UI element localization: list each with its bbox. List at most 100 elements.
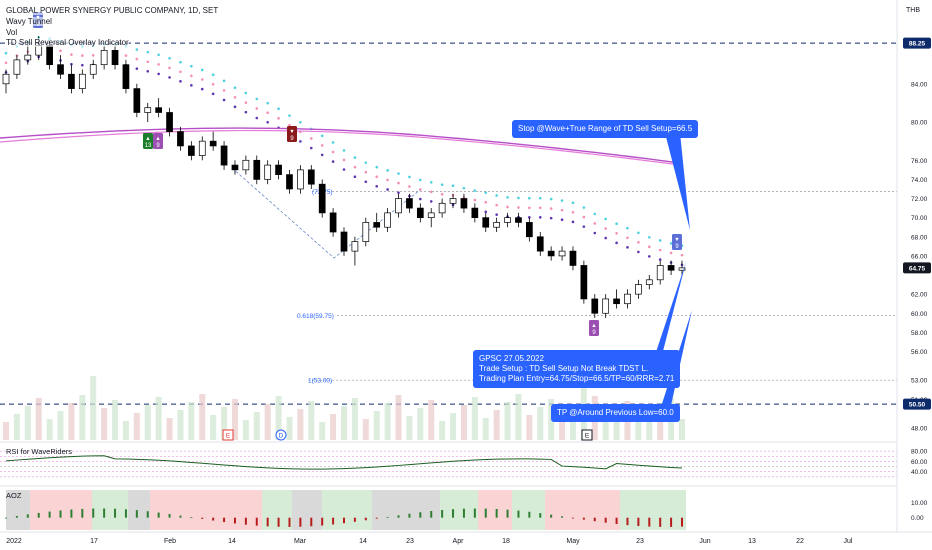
indicator-wavy-tunnel[interactable]: Wavy Tunnel <box>6 17 52 26</box>
td-marker-number: 9 <box>675 244 679 250</box>
candle-body <box>438 202 446 214</box>
volume-bar <box>515 394 522 440</box>
tunnel-dot <box>397 172 400 175</box>
price-tick-label: 76.00 <box>911 158 928 165</box>
tunnel-dot <box>233 105 237 109</box>
price-tick-label: 70.00 <box>911 215 928 222</box>
ao-bar <box>484 508 487 518</box>
tunnel-dot <box>4 61 8 65</box>
tunnel-dot <box>604 236 607 240</box>
rsi-tick-label: 80.00 <box>911 449 928 456</box>
tunnel-dot <box>593 222 597 225</box>
time-tick-label: 14 <box>359 538 367 545</box>
time-tick-label: Jun <box>699 538 710 545</box>
tunnel-dot <box>70 62 73 66</box>
candle-body <box>580 265 588 300</box>
tp-callout-text: TP @Around Previous Low=60.0 <box>557 408 674 417</box>
volume-bar <box>450 413 457 440</box>
setup-callout-line3: Trading Plan Entry=64.75/Stop=66.5/TP=60… <box>479 374 675 383</box>
candle-body <box>57 64 64 75</box>
tunnel-dot <box>506 196 509 199</box>
volume-bar <box>188 402 195 440</box>
ao-bar <box>124 509 127 518</box>
ao-bar <box>582 517 585 520</box>
volume-bar <box>35 398 42 440</box>
tunnel-dot <box>615 231 618 235</box>
candle-body <box>78 73 86 89</box>
volume-bar <box>537 407 544 440</box>
tunnel-dot <box>375 175 379 179</box>
tunnel-dot <box>81 63 84 67</box>
tunnel-dot <box>440 183 444 186</box>
ao-bar <box>593 517 596 522</box>
ao-bar <box>190 517 193 519</box>
volume-bar <box>231 399 238 440</box>
tunnel-dot <box>353 165 357 169</box>
stop-callout-text: Stop @Wave+True Range of TD Sell Setup=6… <box>518 124 693 133</box>
time-tick-label: 23 <box>406 538 414 545</box>
tunnel-dot <box>571 210 575 214</box>
tunnel-dot <box>211 92 215 96</box>
tunnel-dot <box>157 63 160 66</box>
volume-bar <box>613 409 620 440</box>
candle-body <box>449 198 457 204</box>
price-tick-label: 72.00 <box>911 196 928 203</box>
ao-bar <box>114 508 117 518</box>
volume-bar <box>439 421 446 440</box>
ao-bar <box>670 517 673 527</box>
price-tick-label: 80.00 <box>911 120 928 127</box>
candle-body <box>2 73 10 85</box>
stop-callout[interactable]: Stop @Wave+True Range of TD Sell Setup=6… <box>512 120 699 138</box>
rsi-title[interactable]: RSI for WaveRiders <box>6 447 72 456</box>
volume-bar <box>297 409 304 440</box>
tunnel-dot <box>190 74 193 78</box>
setup-callout[interactable]: GPSC 27.05.2022 Trade Setup : TD Sell Se… <box>473 350 681 388</box>
time-tick-label: 23 <box>636 538 644 545</box>
tunnel-dot <box>637 250 640 254</box>
candle-body <box>678 267 686 271</box>
indicator-td-overlay[interactable]: TD Sell Reversal Overlay Indicator <box>6 38 129 47</box>
indicator-vol[interactable]: Vol <box>6 28 18 37</box>
ao-title[interactable]: AOZ <box>6 491 22 500</box>
ao-band <box>292 490 322 530</box>
tunnel-dot <box>582 215 586 219</box>
candle-body <box>209 140 217 147</box>
volume-bar <box>90 376 97 440</box>
ao-band <box>322 490 372 530</box>
trend-zigzag <box>231 167 421 259</box>
setup-callout-line2: Trade Setup : TD Sell Setup Not Break TD… <box>479 364 649 373</box>
candle-body <box>427 212 435 219</box>
tunnel-dot <box>419 197 422 201</box>
tunnel-dot <box>255 97 259 101</box>
tp-callout[interactable]: TP @Around Previous Low=60.0 <box>551 404 680 422</box>
ao-tick-label: 10.00 <box>911 500 928 507</box>
tunnel-dot <box>669 251 673 255</box>
setup-callout-line1: GPSC 27.05.2022 <box>479 354 544 363</box>
ao-bar <box>386 516 389 518</box>
ao-bar <box>364 517 367 521</box>
long-ma-line <box>0 129 681 166</box>
ao-tick-label: 0.00 <box>911 515 924 522</box>
volume-bar <box>602 417 609 440</box>
candle-body <box>645 279 653 285</box>
price-tick-label: 53.00 <box>911 378 928 385</box>
candle-body <box>133 88 141 113</box>
tunnel-dot <box>277 107 280 111</box>
tunnel-dot <box>222 79 226 83</box>
candle-body <box>558 250 566 257</box>
candle-body <box>89 64 97 75</box>
volume-bar <box>482 418 489 440</box>
ao-bar <box>343 517 345 524</box>
tunnel-dot <box>538 216 542 219</box>
candle-body <box>482 217 490 228</box>
volume-bar <box>362 419 369 440</box>
ao-band <box>262 490 292 530</box>
volume-bar <box>144 405 151 440</box>
tunnel-dot <box>560 218 564 222</box>
tunnel-dot <box>255 107 259 110</box>
ao-bar <box>310 517 313 527</box>
ao-bar <box>681 517 683 527</box>
volume-bar <box>308 401 315 440</box>
tunnel-dot <box>342 168 346 171</box>
